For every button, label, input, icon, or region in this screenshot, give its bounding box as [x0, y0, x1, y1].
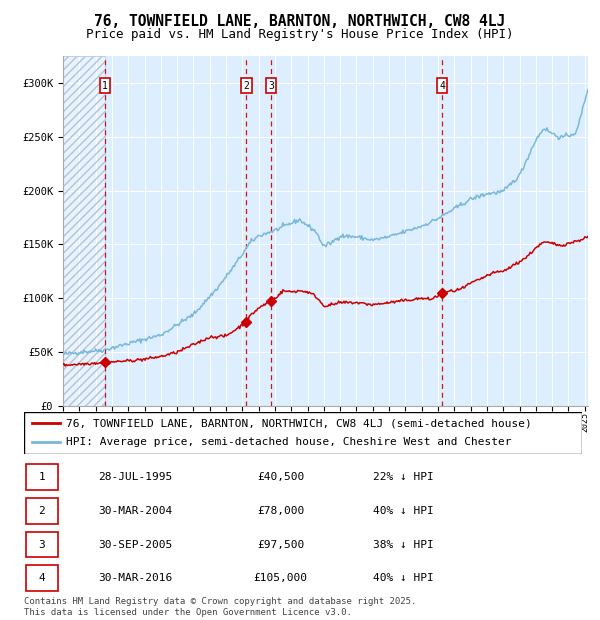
FancyBboxPatch shape: [26, 532, 58, 557]
Text: 76, TOWNFIELD LANE, BARNTON, NORTHWICH, CW8 4LJ: 76, TOWNFIELD LANE, BARNTON, NORTHWICH, …: [94, 14, 506, 29]
Text: 1: 1: [38, 472, 45, 482]
Text: 38% ↓ HPI: 38% ↓ HPI: [373, 539, 434, 549]
Text: 30-MAR-2016: 30-MAR-2016: [98, 574, 173, 583]
FancyBboxPatch shape: [26, 464, 58, 490]
Text: 30-SEP-2005: 30-SEP-2005: [98, 539, 173, 549]
Text: 3: 3: [268, 81, 274, 91]
Text: 1: 1: [102, 81, 108, 91]
Text: £40,500: £40,500: [257, 472, 304, 482]
Text: 3: 3: [38, 539, 45, 549]
Text: 2: 2: [244, 81, 250, 91]
Text: £105,000: £105,000: [254, 574, 308, 583]
Text: 2: 2: [38, 506, 45, 516]
FancyBboxPatch shape: [26, 498, 58, 523]
FancyBboxPatch shape: [26, 565, 58, 591]
Text: 28-JUL-1995: 28-JUL-1995: [98, 472, 173, 482]
Text: 40% ↓ HPI: 40% ↓ HPI: [373, 574, 434, 583]
Text: £78,000: £78,000: [257, 506, 304, 516]
Text: 76, TOWNFIELD LANE, BARNTON, NORTHWICH, CW8 4LJ (semi-detached house): 76, TOWNFIELD LANE, BARNTON, NORTHWICH, …: [66, 418, 532, 428]
Text: Contains HM Land Registry data © Crown copyright and database right 2025.
This d: Contains HM Land Registry data © Crown c…: [24, 598, 416, 617]
Text: 4: 4: [439, 81, 445, 91]
Text: £97,500: £97,500: [257, 539, 304, 549]
Text: 40% ↓ HPI: 40% ↓ HPI: [373, 506, 434, 516]
Text: Price paid vs. HM Land Registry's House Price Index (HPI): Price paid vs. HM Land Registry's House …: [86, 28, 514, 41]
Text: HPI: Average price, semi-detached house, Cheshire West and Chester: HPI: Average price, semi-detached house,…: [66, 438, 511, 448]
Text: 4: 4: [38, 574, 45, 583]
Text: 22% ↓ HPI: 22% ↓ HPI: [373, 472, 434, 482]
Text: 30-MAR-2004: 30-MAR-2004: [98, 506, 173, 516]
